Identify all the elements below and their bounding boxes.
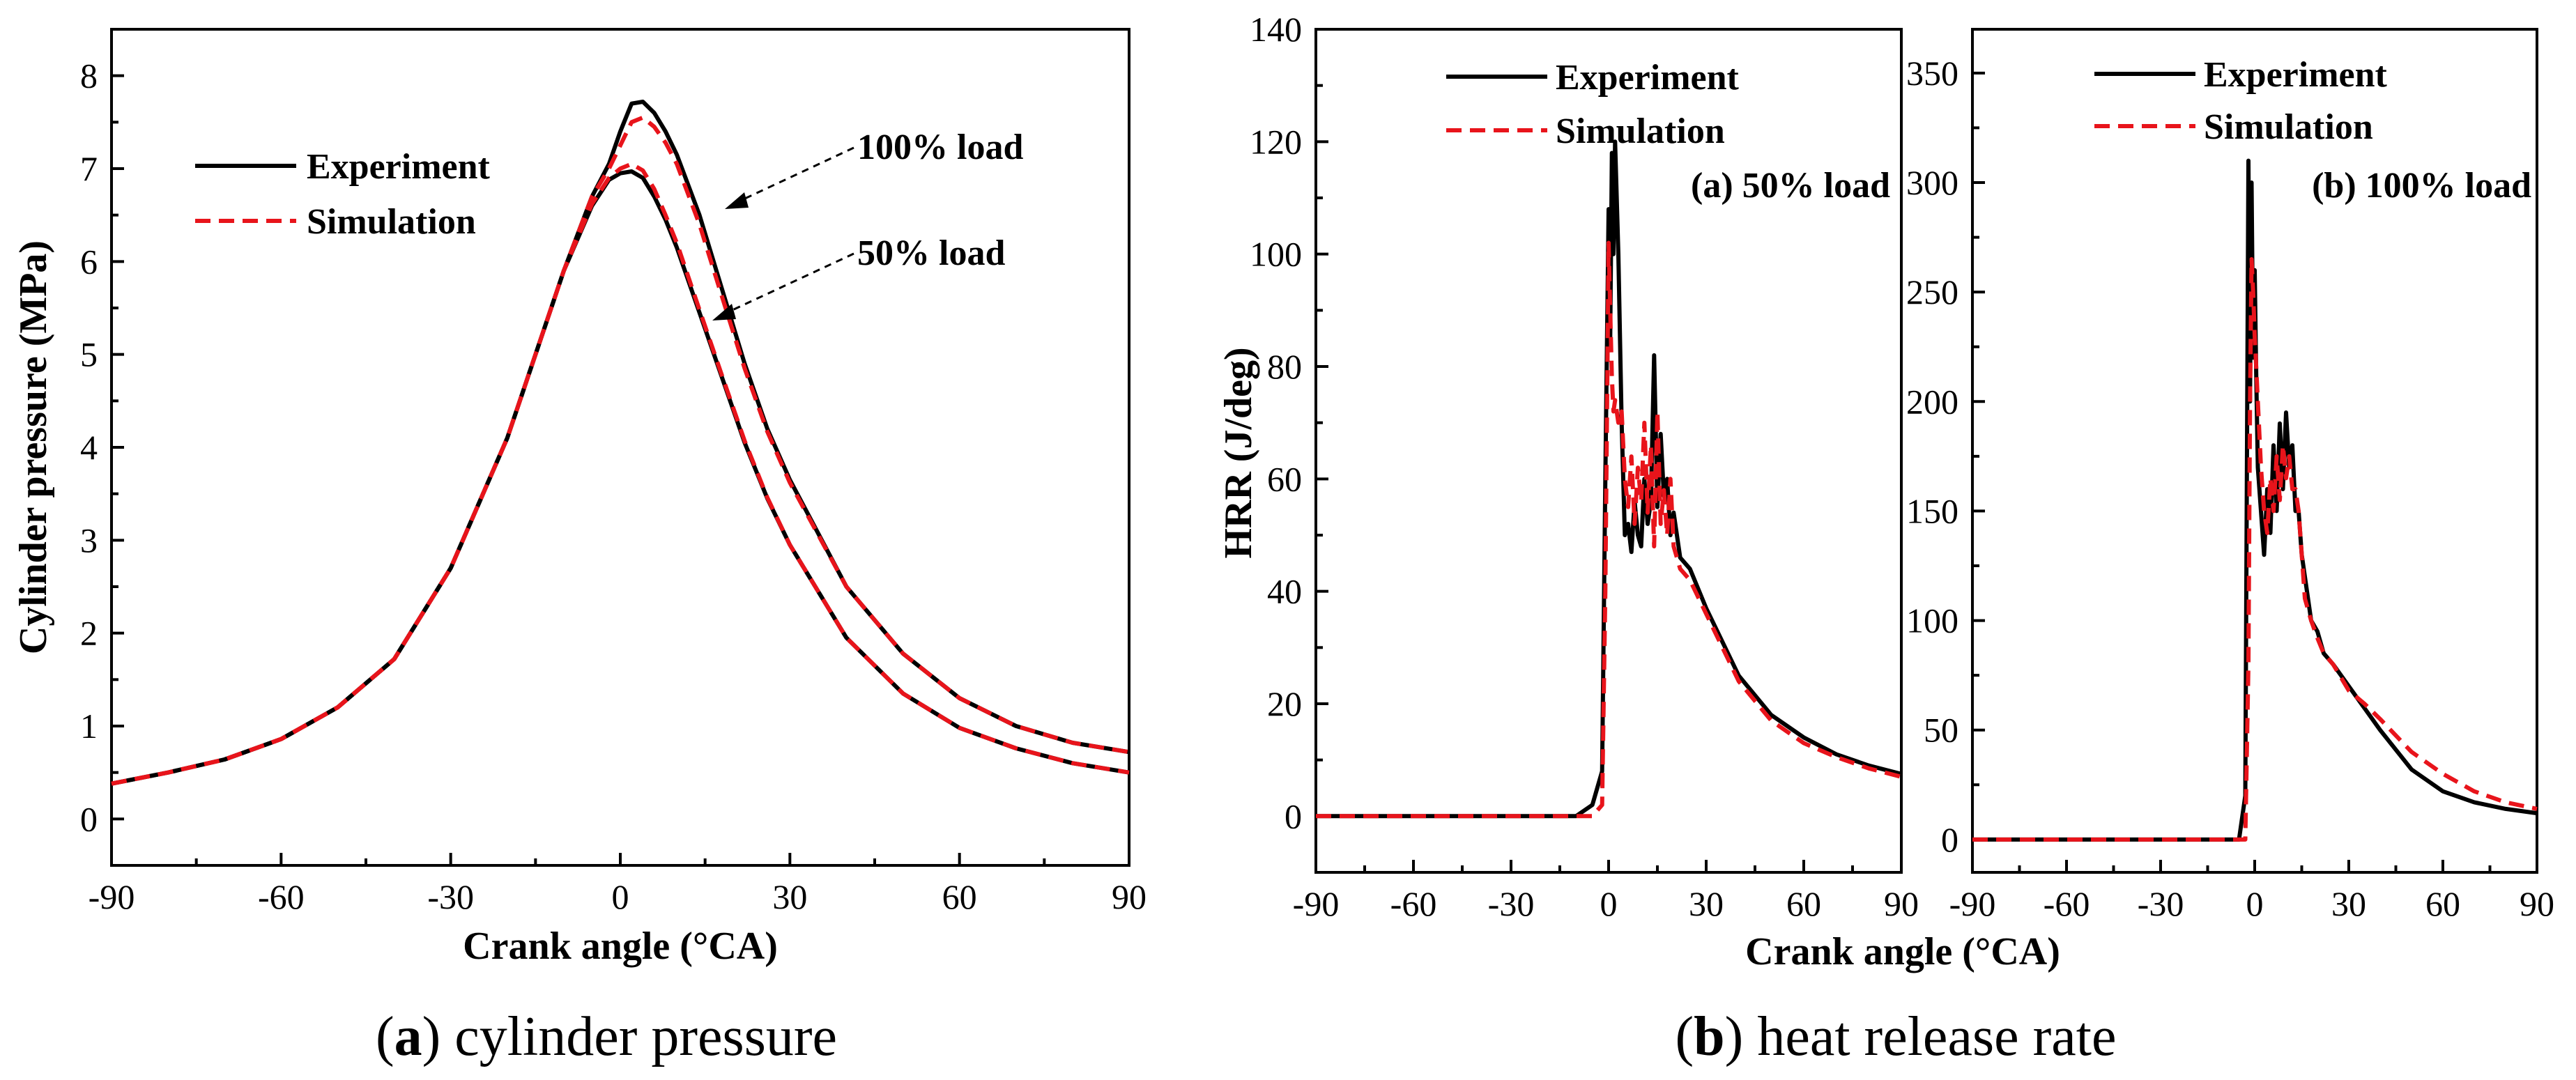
pressure-annotation-50: 50% load (712, 233, 1005, 321)
hrr100-panel-label: (b) 100% load (2312, 166, 2531, 206)
hrr-50-chart: -90 -60 -30 0 30 60 90 0 20 40 60 80 100 120 140 HRR (… (1217, 10, 1919, 923)
hrr-y-axis-title: HRR (J/deg) (1217, 347, 1260, 558)
hrr50-ytick-label: 60 (1267, 459, 1302, 498)
hrr100-ytick-label: 300 (1906, 163, 1958, 202)
pressure-ytick-label: 5 (80, 335, 98, 374)
pressure-xtick-label: -90 (89, 877, 135, 916)
caption-a-text: cylinder pressure (440, 1006, 837, 1067)
hrr100-ytick-label: 200 (1906, 382, 1958, 421)
pressure-chart: -90 -60 -30 0 30 60 90 0 1 2 3 4 5 6 7 8 Cylinder press… (12, 28, 1147, 968)
caption-b: (b) heat release rate (1676, 1006, 2117, 1067)
hrr100-xtick-label: 60 (2425, 884, 2460, 923)
hrr50-xtick-label: 0 (1600, 884, 1618, 923)
hrr50-xtick-label: -30 (1488, 884, 1535, 923)
hrr50-xtick-label: 30 (1689, 884, 1724, 923)
pressure-series-experiment-100-load (111, 100, 1130, 786)
hrr50-xtick-label: 90 (1884, 884, 1919, 923)
hrr-100-chart: -90 -60 -30 0 30 60 90 0 50 100 150 200 250 300 350 (b… (1906, 28, 2554, 923)
hrr100-xtick-label: -60 (2044, 884, 2090, 923)
hrr50-ytick-label: 140 (1250, 10, 1302, 49)
hrr100-ytick-label: 250 (1906, 272, 1958, 311)
hrr100-series-simulation (1972, 257, 2538, 842)
annotation-50-arrow (724, 252, 854, 315)
hrr50-ytick-label: 0 (1285, 796, 1302, 835)
hrr100-xtick-label: 30 (2331, 884, 2366, 923)
pressure-ytick-label: 3 (80, 520, 98, 560)
pressure-x-axis-title: Crank angle (°CA) (463, 925, 778, 968)
hrr100-series-experiment (1972, 158, 2538, 842)
hrr100-xtick-label: 90 (2520, 884, 2554, 923)
hrr100-xtick-label: -30 (2138, 884, 2184, 923)
pressure-xtick-label: -60 (258, 877, 305, 916)
hrr100-xtick-label: 0 (2246, 884, 2264, 923)
pressure-series-simulation-50-load (111, 162, 1130, 786)
pressure-xtick-label: -30 (427, 877, 474, 916)
caption-a: (a) cylinder pressure (376, 1006, 837, 1067)
annotation-50-arrowhead (712, 304, 736, 321)
pressure-legend: Experiment Simulation (195, 147, 491, 242)
pressure-annotation-100: 100% load (725, 128, 1023, 209)
hrr50-ytick-label: 40 (1267, 572, 1302, 611)
pressure-legend-simulation-label: Simulation (307, 202, 476, 242)
hrr50-legend-simulation-label: Simulation (1556, 111, 1725, 151)
hrr100-legend-experiment-label: Experiment (2204, 55, 2388, 95)
annotation-100-load: 100% load (857, 128, 1023, 167)
hrr100-ytick-label: 100 (1906, 601, 1958, 640)
hrr100-plot-frame (1971, 28, 2538, 874)
hrr50-series-simulation (1316, 240, 1902, 819)
caption-a-letter: a (394, 1006, 422, 1067)
caption-b-letter: b (1694, 1006, 1725, 1067)
hrr100-legend-simulation-label: Simulation (2204, 107, 2373, 147)
hrr50-ytick-label: 120 (1250, 122, 1302, 161)
caption-b-text: heat release rate (1743, 1006, 2116, 1067)
hrr100-ytick-label: 350 (1906, 54, 1958, 93)
hrr50-legend: Experiment Simulation (1446, 58, 1740, 151)
hrr50-ytick-label: 20 (1267, 684, 1302, 723)
hrr100-xtick-label: -90 (1949, 884, 1996, 923)
hrr50-legend-experiment-label: Experiment (1556, 58, 1740, 98)
hrr50-panel-label: (a) 50% load (1691, 166, 1890, 206)
pressure-ytick-label: 8 (80, 56, 98, 95)
pressure-xtick-label: 90 (1112, 877, 1147, 916)
pressure-xtick-label: 60 (942, 877, 977, 916)
pressure-ytick-label: 6 (80, 242, 98, 281)
hrr50-ytick-label: 80 (1267, 347, 1302, 386)
pressure-ytick-label: 0 (80, 799, 98, 838)
pressure-ytick-label: 2 (80, 614, 98, 653)
annotation-100-arrow (737, 146, 854, 203)
hrr100-legend: Experiment Simulation (2094, 55, 2388, 147)
hrr50-xtick-label: -60 (1390, 884, 1437, 923)
hrr100-ytick-label: 0 (1941, 820, 1958, 859)
hrr-x-axis-title: Crank angle (°CA) (1745, 930, 2060, 973)
pressure-xtick-label: 0 (612, 877, 629, 916)
hrr100-ytick-label: 50 (1924, 711, 1958, 750)
pressure-series-simulation-100-load (111, 115, 1130, 786)
hrr50-xtick-label: 60 (1786, 884, 1821, 923)
hrr100-ytick-label: 150 (1906, 491, 1958, 530)
pressure-y-axis-title: Cylinder pressure (MPa) (12, 240, 55, 654)
annotation-50-load: 50% load (857, 233, 1005, 273)
hrr50-ytick-label: 100 (1250, 235, 1302, 274)
pressure-ytick-label: 1 (80, 707, 98, 746)
annotation-100-arrowhead (725, 192, 749, 209)
pressure-xtick-label: 30 (772, 877, 807, 916)
hrr50-xtick-label: -90 (1293, 884, 1340, 923)
pressure-ytick-label: 7 (80, 149, 98, 188)
pressure-legend-experiment-label: Experiment (307, 147, 491, 187)
pressure-ytick-label: 4 (80, 428, 98, 467)
